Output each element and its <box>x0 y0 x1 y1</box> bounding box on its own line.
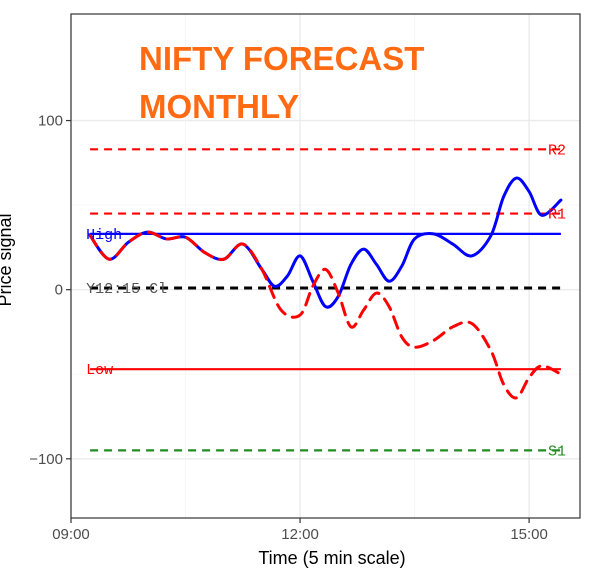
reference-labels: R2 R1 High Y12:15 Cl Low S1 <box>86 142 566 460</box>
chart-title: NIFTY FORECAST MONTHLY <box>139 40 424 125</box>
reference-label-low: Low <box>86 362 113 379</box>
reference-label-y12-15-cl: Y12:15 Cl <box>86 281 167 298</box>
reference-label-r1: R1 <box>548 207 566 224</box>
title-line-1: NIFTY FORECAST <box>139 40 424 77</box>
axes: −100 0 100 09:00 12:00 15:00 <box>29 113 548 543</box>
series-line-1 <box>88 230 563 400</box>
title-line-2: MONTHLY <box>139 88 299 125</box>
reference-label-high: High <box>86 227 122 244</box>
reference-label-s1: S1 <box>548 443 566 460</box>
reference-label-r2: R2 <box>548 142 566 159</box>
y-tick-label: 100 <box>38 113 63 130</box>
series-lines <box>88 176 563 400</box>
panel-border <box>70 13 581 519</box>
x-tick-label: 12:00 <box>281 526 319 543</box>
y-axis-title: Price signal <box>0 213 15 306</box>
y-tick-label: −100 <box>29 451 63 468</box>
x-tick-label: 15:00 <box>510 526 548 543</box>
x-tick-label: 09:00 <box>52 526 90 543</box>
reference-lines <box>90 148 561 452</box>
y-tick-label: 0 <box>55 282 63 299</box>
x-axis-title: Time (5 min scale) <box>258 548 405 568</box>
